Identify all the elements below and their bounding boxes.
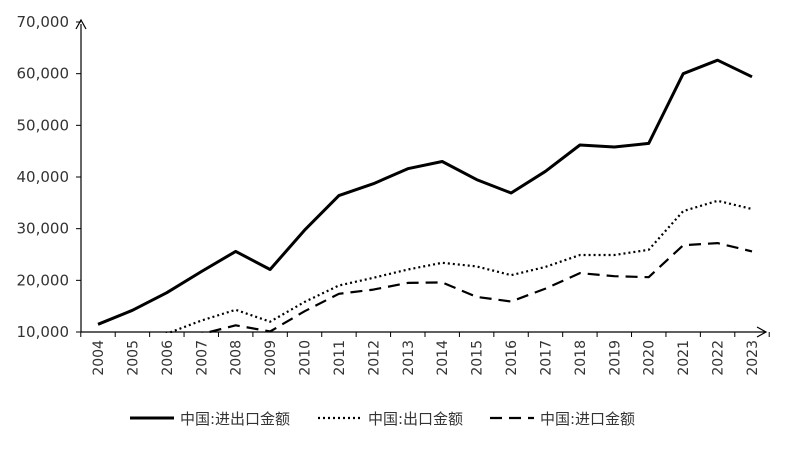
x-tick-label: 2015 bbox=[470, 340, 486, 376]
legend-label-3: 中国:进口金额 bbox=[540, 410, 635, 428]
y-axis-arrow bbox=[75, 18, 87, 30]
legend-label-1: 中国:进出口金额 bbox=[180, 410, 290, 428]
x-tick-label: 2010 bbox=[298, 340, 314, 376]
y-tick-label: 70,000 bbox=[17, 13, 70, 31]
x-tick-label: 2012 bbox=[366, 340, 382, 376]
series-line-1 bbox=[97, 58, 753, 326]
x-tick-label: 2008 bbox=[229, 340, 245, 376]
x-tick-label: 2014 bbox=[435, 340, 451, 376]
x-tick-label: 2004 bbox=[91, 340, 107, 376]
y-tick-label: 20,000 bbox=[17, 271, 70, 289]
x-tick-label: 2016 bbox=[504, 340, 520, 376]
x-tick-label: 2007 bbox=[194, 340, 210, 376]
x-tick-label: 2006 bbox=[160, 340, 176, 376]
x-tick-label: 2005 bbox=[125, 340, 141, 376]
x-tick-label: 2013 bbox=[401, 340, 417, 376]
x-tick-label: 2019 bbox=[607, 340, 623, 376]
x-tick-label: 2020 bbox=[642, 340, 658, 376]
x-axis-arrow bbox=[756, 326, 768, 338]
x-tick-label: 2017 bbox=[538, 340, 554, 376]
y-tick-label: 50,000 bbox=[17, 116, 70, 134]
series-line-2 bbox=[165, 199, 753, 333]
x-tick-label: 2018 bbox=[573, 340, 589, 376]
x-tick-label: 2011 bbox=[332, 340, 348, 376]
y-tick-label: 60,000 bbox=[17, 65, 70, 83]
y-tick-label: 10,000 bbox=[17, 323, 70, 341]
x-tick-label: 2022 bbox=[711, 340, 727, 376]
y-tick-label: 30,000 bbox=[17, 220, 70, 238]
x-tick-label: 2023 bbox=[745, 340, 761, 376]
series-line-3 bbox=[201, 242, 753, 333]
y-tick-label: 40,000 bbox=[17, 168, 70, 186]
legend-label-2: 中国:出口金额 bbox=[368, 410, 463, 428]
x-tick-label: 2021 bbox=[676, 340, 692, 376]
x-tick-label: 2009 bbox=[263, 340, 279, 376]
